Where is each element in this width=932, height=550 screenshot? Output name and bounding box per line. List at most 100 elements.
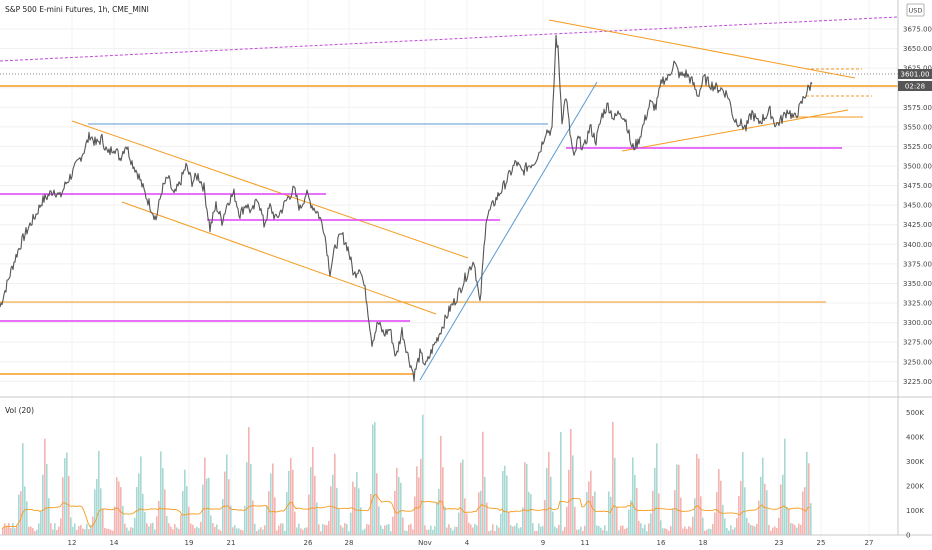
volume-bar bbox=[112, 530, 114, 535]
volume-bar bbox=[394, 490, 396, 535]
volume-bar bbox=[120, 487, 122, 535]
volume-bar bbox=[716, 492, 718, 535]
volume-bar bbox=[184, 469, 186, 535]
volume-bar bbox=[332, 474, 334, 535]
volume-bar bbox=[664, 528, 666, 535]
volume-bar bbox=[690, 527, 692, 535]
volume-bar bbox=[178, 528, 180, 535]
volume-bar bbox=[456, 526, 458, 535]
volume-bar bbox=[564, 526, 566, 535]
volume-bar bbox=[448, 524, 450, 535]
volume-bar bbox=[778, 517, 780, 535]
volume-axis[interactable]: 0 100K 200K 300K 400K 500K bbox=[906, 409, 924, 540]
volume-bar bbox=[692, 516, 694, 535]
volume-bar bbox=[318, 524, 320, 535]
volume-bar bbox=[712, 523, 714, 535]
price-axis[interactable]: 3225.00 3250.00 3275.00 3300.00 3325.00 3350.… bbox=[903, 25, 932, 385]
orange-channel-top-line[interactable] bbox=[548, 19, 856, 79]
volume-bar bbox=[358, 488, 360, 535]
volume-bar bbox=[308, 494, 310, 535]
volume-bar bbox=[538, 523, 540, 535]
volume-bar bbox=[750, 524, 752, 535]
volume-bar bbox=[424, 525, 426, 535]
volume-bar bbox=[194, 528, 196, 535]
volume-bar bbox=[236, 528, 238, 535]
volume-tick-label: 300K bbox=[906, 458, 924, 466]
volume-bar bbox=[302, 529, 304, 535]
volume-bar bbox=[492, 524, 494, 535]
volume-bar bbox=[704, 530, 706, 535]
volume-bar bbox=[82, 528, 84, 535]
volume-bar bbox=[322, 523, 324, 535]
orange-descending-channel-top[interactable] bbox=[71, 120, 469, 259]
volume-bar bbox=[774, 526, 776, 535]
volume-bar bbox=[460, 462, 462, 535]
volume-bar bbox=[240, 529, 242, 535]
volume-bar bbox=[250, 464, 252, 535]
volume-bar bbox=[58, 526, 60, 535]
volume-bar bbox=[150, 523, 152, 535]
volume-bar bbox=[676, 464, 678, 535]
volume-bar bbox=[640, 523, 642, 535]
volume-bar bbox=[316, 502, 318, 535]
volume-bar bbox=[550, 476, 552, 535]
volume-bar bbox=[270, 473, 272, 535]
volume-bar bbox=[806, 451, 808, 535]
volume-bar bbox=[272, 463, 274, 535]
volume-bar bbox=[614, 457, 616, 535]
price-line bbox=[0, 34, 813, 382]
volume-bar bbox=[612, 421, 614, 535]
volume-bar bbox=[8, 523, 10, 535]
volume-bar bbox=[758, 500, 760, 535]
volume-bar bbox=[718, 469, 720, 535]
volume-bar bbox=[440, 435, 442, 535]
volume-bar bbox=[96, 479, 98, 535]
volume-bar bbox=[116, 477, 118, 535]
volume-bar bbox=[562, 530, 564, 535]
price-tick-label: 3350.00 bbox=[903, 280, 932, 288]
volume-bar bbox=[458, 512, 460, 535]
volume-bar bbox=[512, 526, 514, 535]
volume-bar bbox=[230, 505, 232, 535]
time-tick-label: 4 bbox=[465, 539, 470, 547]
volume-bar bbox=[536, 530, 538, 535]
price-tick-label: 3525.00 bbox=[903, 143, 932, 151]
orange-descending-channel-bottom[interactable] bbox=[121, 201, 437, 315]
volume-bar bbox=[808, 463, 810, 535]
time-tick-label: 12 bbox=[68, 539, 77, 547]
volume-bar bbox=[122, 505, 124, 535]
volume-bar bbox=[328, 520, 330, 535]
volume-bars bbox=[1, 414, 812, 535]
volume-bar bbox=[90, 524, 92, 535]
volume-bar bbox=[380, 525, 382, 535]
volume-bar bbox=[46, 464, 48, 535]
volume-bar bbox=[522, 507, 524, 535]
volume-bar bbox=[762, 457, 764, 535]
volume-bar bbox=[144, 512, 146, 535]
volume-bar bbox=[402, 517, 404, 535]
time-axis[interactable]: 12 14 19 21 26 28 Nov 4 9 11 16 18 23 25 27 bbox=[68, 539, 874, 547]
volume-bar bbox=[276, 530, 278, 535]
price-tick-label: 3275.00 bbox=[903, 339, 932, 347]
volume-bar bbox=[764, 483, 766, 535]
volume-bar bbox=[710, 529, 712, 535]
volume-bar bbox=[174, 524, 176, 535]
volume-bar bbox=[42, 474, 44, 535]
volume-bar bbox=[30, 526, 32, 535]
currency-badge[interactable] bbox=[906, 3, 925, 17]
volume-bar bbox=[106, 528, 108, 535]
blue-uptrend-line[interactable] bbox=[419, 81, 598, 381]
time-tick-label: 16 bbox=[657, 539, 666, 547]
volume-bar bbox=[54, 523, 56, 535]
volume-bar bbox=[220, 530, 222, 535]
volume-bar bbox=[474, 523, 476, 535]
volume-bar bbox=[800, 524, 802, 535]
volume-bar bbox=[794, 525, 796, 535]
volume-bar bbox=[320, 531, 322, 535]
volume-bar bbox=[678, 464, 680, 535]
volume-bar bbox=[516, 523, 518, 535]
volume-bar bbox=[494, 530, 496, 535]
volume-bar bbox=[486, 502, 488, 535]
